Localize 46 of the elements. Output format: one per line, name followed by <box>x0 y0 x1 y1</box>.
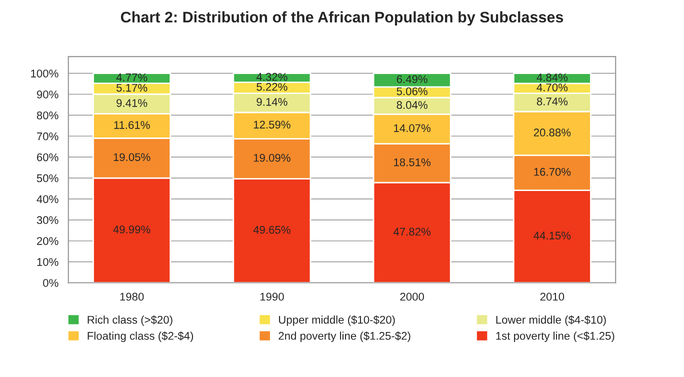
y-tick-label: 40% <box>36 195 58 204</box>
data-label: 8.74% <box>536 98 568 106</box>
data-label: 11.61% <box>114 121 150 129</box>
data-label: 49.99% <box>113 226 150 234</box>
data-label: 9.41% <box>116 99 148 107</box>
data-label: 12.59% <box>254 120 290 129</box>
data-label: 8.04% <box>396 101 428 109</box>
data-label: 47.82% <box>393 228 431 236</box>
legend-label: 1st poverty line (<$1.25) <box>496 331 614 342</box>
data-label: 9.14% <box>256 98 288 106</box>
legend-label: 2nd poverty line ($1.25-$2) <box>278 331 410 342</box>
data-label: 4.70% <box>536 83 568 92</box>
data-label: 18.51% <box>394 158 431 166</box>
x-tick-label: 2010 <box>540 292 564 301</box>
data-label: 19.05% <box>114 153 150 162</box>
data-label: 14.07% <box>394 124 431 132</box>
data-label: 49.65% <box>253 226 290 234</box>
data-label: 5.06% <box>396 87 428 96</box>
legend-label: Rich class (>$20) <box>88 315 172 326</box>
x-tick-label: 2000 <box>400 292 424 301</box>
y-tick-label: 30% <box>36 216 58 224</box>
y-tick-label: 80% <box>36 111 58 120</box>
data-label: 16.70% <box>534 168 571 176</box>
y-tick-label: 50% <box>36 174 58 182</box>
data-label: 20.88% <box>534 128 571 136</box>
data-label: 4.77% <box>116 73 148 82</box>
y-tick-label: 100% <box>31 70 58 78</box>
y-tick-label: 60% <box>37 153 58 162</box>
data-label: 4.32% <box>256 72 288 81</box>
data-label: 4.84% <box>536 73 568 82</box>
data-label: 6.49% <box>396 75 428 84</box>
data-label: 5.22% <box>256 82 288 91</box>
chart-title: Chart 2: Distribution of the African Population by Subclasses <box>120 11 564 26</box>
y-tick-label: 70% <box>37 132 58 140</box>
y-tick-label: 20% <box>37 237 58 245</box>
data-label: 44.15% <box>534 232 571 240</box>
y-tick-label: 0% <box>43 279 58 287</box>
data-label: 19.09% <box>254 154 290 162</box>
y-tick-label: 90% <box>36 90 58 98</box>
legend-label: Floating class ($2-$4) <box>88 331 194 342</box>
y-tick-label: 10% <box>37 258 58 266</box>
legend-label: Upper middle ($10-$20) <box>279 315 395 326</box>
data-label: 5.17% <box>116 84 148 92</box>
legend-label: Lower middle ($4-$10) <box>496 315 606 326</box>
x-tick-label: 1980 <box>120 292 144 301</box>
x-tick-label: 1990 <box>260 292 284 301</box>
